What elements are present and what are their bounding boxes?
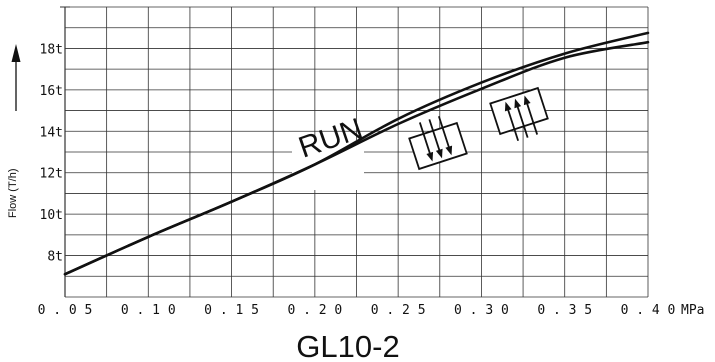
x-tick-label: 0 . 0 5: [38, 303, 93, 318]
y-tick-label: 14t: [40, 125, 63, 140]
x-tick-label: 0 . 3 5: [537, 303, 592, 318]
y-tick-label: 8t: [47, 250, 63, 265]
decreasing-pressure-marker: [408, 116, 468, 171]
y-axis-title: Flow (T/h): [7, 169, 19, 219]
flow-curves: [63, 31, 650, 276]
chart-title: GL10-2: [296, 329, 399, 362]
grid-lines: [60, 6, 649, 298]
flow-curve-upper: [63, 31, 650, 276]
y-tick-label: 16t: [40, 84, 63, 99]
direction-markers: [408, 86, 549, 171]
y-tick-label: 18t: [40, 42, 63, 57]
x-tick-label: 0 . 1 5: [204, 303, 259, 318]
x-tick-label: 0 . 2 5: [371, 303, 426, 318]
label-clear-area: [292, 140, 364, 190]
increasing-pressure-marker: [489, 86, 549, 141]
x-tick-labels: 0 . 0 5 0 . 1 0 0 . 1 5 0 . 2 0 0 . 2 5 0 . 3…: [38, 303, 676, 318]
x-tick-label: 0 . 1 0: [121, 303, 176, 318]
x-tick-label: 0 . 2 0: [287, 303, 342, 318]
y-axis-arrow: [11, 44, 21, 111]
y-tick-label: 10t: [40, 208, 63, 223]
x-axis-unit: MPa: [681, 303, 704, 318]
y-tick-label: 12t: [40, 167, 63, 182]
y-tick-labels: 8t 10t 12t 14t 16t 18t: [40, 42, 63, 264]
x-tick-label: 0 . 3 0: [454, 303, 509, 318]
x-tick-label: 0 . 4 0: [621, 303, 676, 318]
